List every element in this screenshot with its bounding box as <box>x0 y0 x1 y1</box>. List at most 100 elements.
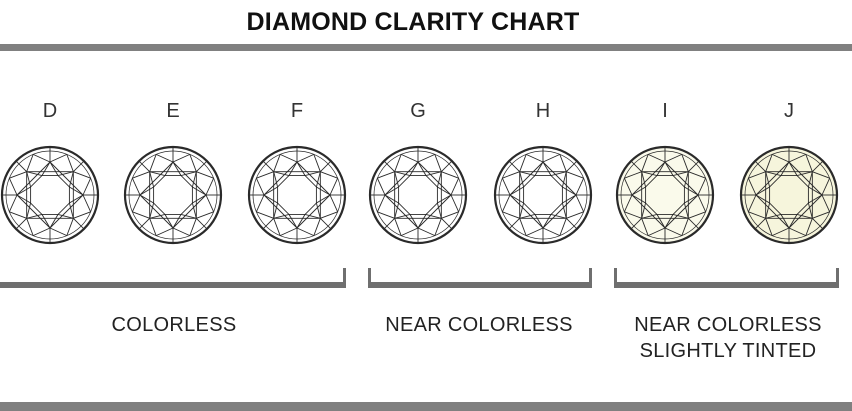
facet-line <box>641 171 647 188</box>
facet-line <box>288 214 298 229</box>
facet-line <box>436 202 442 219</box>
facet-line <box>417 194 452 229</box>
facet-line <box>15 160 27 172</box>
facet-line <box>765 213 782 219</box>
facet-line <box>8 194 18 213</box>
facet-line <box>550 171 567 177</box>
facet-line <box>273 202 279 219</box>
facet-line <box>542 227 561 237</box>
grade-letter-g: G <box>410 100 426 122</box>
group-label-line1: NEAR COLORLESS <box>385 314 573 336</box>
facet-line <box>153 202 166 215</box>
facet-line <box>277 175 290 188</box>
facet-line <box>189 218 197 236</box>
facet-line <box>196 160 208 172</box>
facet-line <box>180 175 193 188</box>
facet-line <box>509 186 524 196</box>
facet-line <box>57 175 70 188</box>
facet-line <box>519 213 536 219</box>
facet-line <box>26 218 34 236</box>
facet-line <box>191 171 197 188</box>
facet-line <box>519 171 536 177</box>
facet-line <box>780 161 790 176</box>
facet-line <box>155 227 174 237</box>
diamond-h-icon <box>493 145 593 245</box>
facet-line <box>288 161 298 176</box>
facet-line <box>812 211 830 219</box>
facet-line <box>196 171 214 179</box>
facet-line <box>681 154 689 172</box>
facet-line <box>41 161 51 176</box>
facet-line <box>320 211 338 219</box>
facet-line <box>153 175 166 188</box>
facet-line <box>191 202 197 219</box>
facet-line <box>320 171 338 179</box>
facet-line <box>394 171 411 177</box>
facet-line <box>755 194 770 204</box>
facet-line <box>641 154 649 172</box>
facet-line <box>796 202 809 215</box>
facet-line <box>172 161 207 196</box>
facet-line <box>417 214 427 229</box>
facet-line <box>400 227 419 237</box>
facet-line <box>131 177 141 196</box>
facet-line <box>534 214 544 229</box>
facet-line <box>645 202 658 215</box>
facet-line <box>131 194 141 213</box>
facet-line <box>519 171 525 188</box>
facet-line <box>417 153 436 163</box>
facet-line <box>262 218 274 230</box>
facet-line <box>394 213 411 219</box>
facet-line <box>641 218 649 236</box>
facet-line <box>575 194 585 213</box>
facet-line <box>273 171 279 188</box>
facet-line <box>49 214 59 229</box>
bracket-tick-left <box>368 268 371 288</box>
facet-line <box>329 194 339 213</box>
facet-line <box>509 194 544 229</box>
facet-line <box>49 194 84 229</box>
facet-line <box>57 213 74 219</box>
facet-line <box>450 194 460 213</box>
facet-line <box>279 153 298 163</box>
facet-line <box>441 218 453 230</box>
facet-line <box>30 202 43 215</box>
facet-line <box>769 202 782 215</box>
diamond-j-icon <box>739 145 839 245</box>
facet-line <box>196 218 208 230</box>
facet-line <box>542 161 577 196</box>
diamond-i-icon <box>615 145 715 245</box>
facet-line <box>316 194 331 204</box>
facet-line <box>383 218 395 230</box>
facet-line <box>501 177 511 196</box>
bracket-tick-right <box>589 268 592 288</box>
facet-line <box>769 175 782 188</box>
facet-line <box>697 194 707 213</box>
facet-line <box>684 194 699 204</box>
facet-line <box>631 186 646 196</box>
group-label-near-colorless: NEAR COLORLESS <box>369 312 589 338</box>
colorless-bracket <box>0 268 346 288</box>
facet-line <box>172 227 191 237</box>
facet-line <box>656 214 666 229</box>
facet-line <box>641 202 647 219</box>
facet-line <box>747 194 757 213</box>
facet-line <box>550 175 563 188</box>
diamond-e-icon <box>123 145 223 245</box>
facet-line <box>41 214 51 229</box>
facet-line <box>26 171 32 188</box>
facet-line <box>765 171 771 188</box>
facet-line <box>384 194 419 229</box>
facet-line <box>450 177 460 196</box>
facet-line <box>49 161 84 196</box>
facet-line <box>812 171 830 179</box>
facet-line <box>688 171 706 179</box>
facet-line <box>255 194 265 213</box>
facet-line <box>32 153 51 163</box>
facet-line <box>73 160 85 172</box>
facet-line <box>262 160 274 172</box>
facet-line <box>748 211 766 219</box>
facet-line <box>697 177 707 196</box>
facet-line <box>384 161 419 196</box>
facet-line <box>562 186 577 196</box>
